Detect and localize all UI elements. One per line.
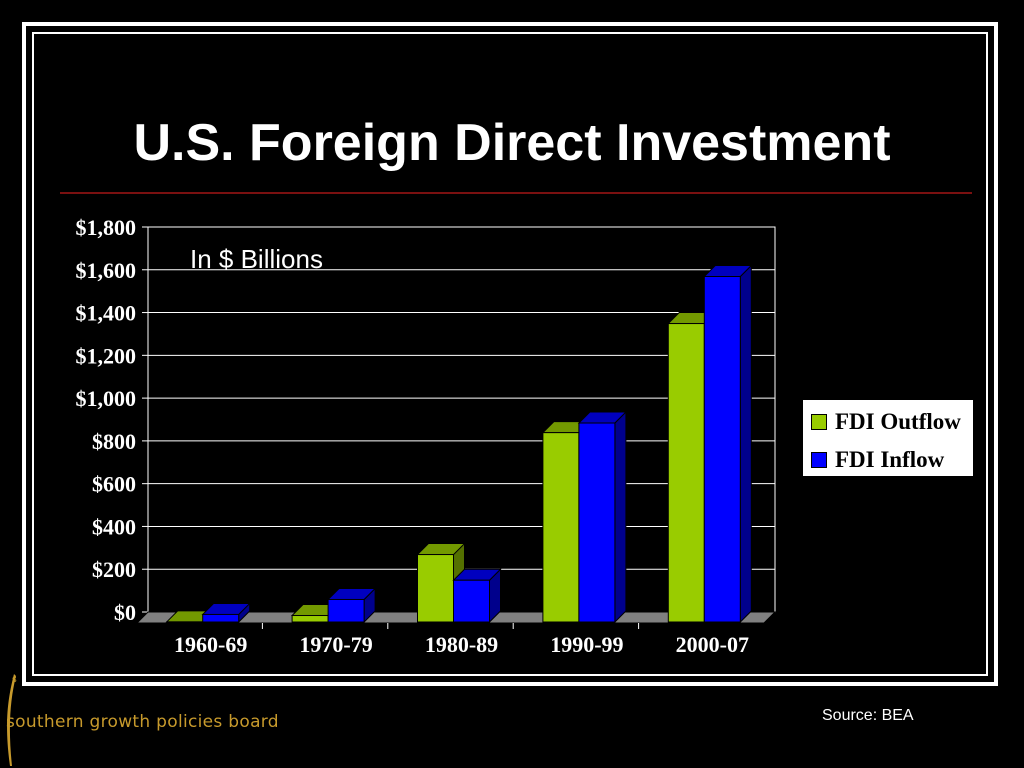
legend-swatch-inflow (811, 452, 827, 468)
outflow-bar (417, 554, 454, 623)
inflow-bar-side (614, 410, 627, 624)
legend-item-outflow: FDI Outflow (811, 408, 961, 436)
y-tick-label: $1,800 (76, 215, 137, 240)
x-tick-label: 2000-07 (676, 632, 749, 657)
outflow-bar (166, 621, 204, 624)
inflow-bar (327, 598, 365, 623)
inflow-bar (202, 613, 240, 623)
x-tick-label: 1960-69 (174, 632, 247, 657)
y-tick-label: $400 (92, 514, 136, 539)
x-tick-label: 1980-89 (425, 632, 498, 657)
y-tick-label: $600 (92, 472, 136, 497)
outflow-bar (667, 323, 705, 623)
y-tick-label: $1,200 (76, 343, 137, 368)
legend-label-inflow: FDI Inflow (835, 447, 945, 472)
logo-flame-icon: s (7, 674, 17, 766)
y-tick-label: $1,000 (76, 386, 137, 411)
inflow-bar (453, 579, 490, 623)
y-tick-label: $200 (92, 557, 136, 582)
slide-outer-border (22, 22, 998, 686)
x-tick-label: 1990-99 (550, 632, 623, 657)
inflow-bar (703, 276, 741, 623)
legend-item-inflow: FDI Inflow (811, 446, 944, 474)
source-note: Source: BEA (822, 707, 914, 724)
title-divider (60, 192, 972, 194)
inflow-bar-side (739, 264, 752, 624)
slide-title: U.S. Foreign Direct Investment (133, 114, 891, 172)
legend-swatch-outflow (811, 414, 827, 430)
y-tick-label: $1,400 (76, 301, 137, 326)
x-tick-label: 1970-79 (299, 632, 372, 657)
inflow-bar (578, 422, 616, 623)
slide-inner-border (32, 32, 988, 676)
svg-text:s: s (12, 675, 17, 685)
legend-label-outflow: FDI Outflow (835, 409, 961, 434)
logo-wordmark: southern growth policies board (6, 712, 279, 732)
chart-legend: FDI Outflow FDI Inflow (802, 399, 974, 477)
y-tick-label: $0 (114, 600, 136, 625)
chart-annotation: In $ Billions (190, 244, 323, 274)
outflow-bar (291, 615, 329, 623)
y-tick-label: $1,600 (76, 258, 137, 283)
outflow-bar (542, 432, 580, 623)
y-tick-label: $800 (92, 429, 136, 454)
